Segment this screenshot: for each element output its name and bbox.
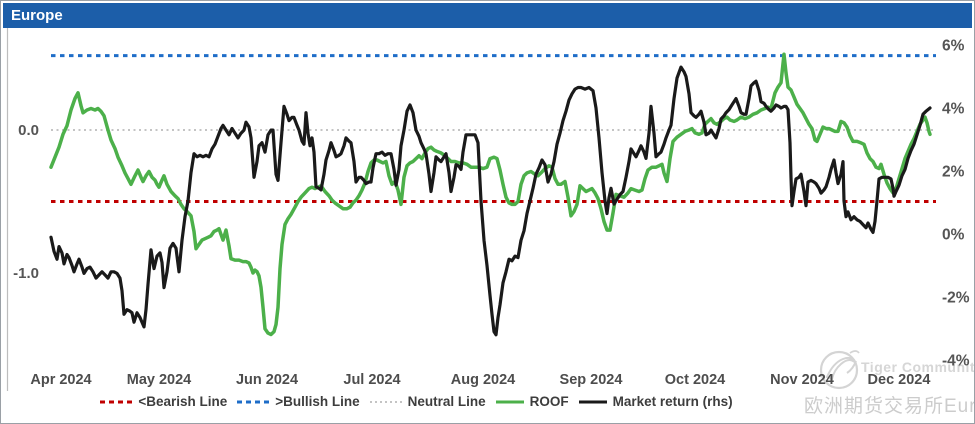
legend-item-bearish-line: <Bearish Line <box>99 394 227 409</box>
legend-line-sample <box>100 400 133 403</box>
x-axis-month-label: May 2024 <box>127 372 192 388</box>
x-axis-month-label: Jul 2024 <box>343 372 400 388</box>
legend-item-neutral-line: Neutral Line <box>369 394 486 409</box>
legend-line-sample <box>578 400 607 403</box>
legend-label: >Bullish Line <box>275 394 360 409</box>
right-axis-tick: 0% <box>942 227 965 244</box>
legend-line-sample <box>369 400 402 403</box>
legend-line-sample <box>495 400 524 403</box>
right-axis-tick: 2% <box>942 164 965 181</box>
x-axis-month-label: Dec 2024 <box>868 372 931 388</box>
x-axis-month-label: Jun 2024 <box>236 372 298 388</box>
left-axis-tick: 0.0 <box>18 122 39 139</box>
legend-label: Market return (rhs) <box>612 394 733 409</box>
left-axis-tick: -1.0 <box>13 265 39 282</box>
legend-item-bullish-line: >Bullish Line <box>236 394 360 409</box>
legend-label: Neutral Line <box>407 394 486 409</box>
x-axis-month-label: Sep 2024 <box>560 372 623 388</box>
right-axis-tick: -4% <box>942 353 970 370</box>
legend-line-sample <box>237 400 270 403</box>
x-axis-month-label: Apr 2024 <box>30 372 91 388</box>
watermark-eurex-text: 欧洲期货交易所Eurex <box>804 396 974 417</box>
series-market-return-rhs <box>49 65 932 337</box>
legend: <Bearish Line >Bullish Line Neutral Line RO… <box>1 394 831 409</box>
legend-item-roof: ROOF <box>495 394 569 409</box>
series-roof <box>49 52 932 337</box>
right-axis-tick: -2% <box>942 290 970 307</box>
chart-header: Europe <box>3 3 972 28</box>
right-axis-tick: 6% <box>942 38 965 55</box>
legend-label: <Bearish Line <box>138 394 228 409</box>
x-axis-month-label: Aug 2024 <box>451 372 515 388</box>
right-axis-tick: 4% <box>942 101 965 118</box>
chart-title: Europe <box>11 7 63 24</box>
watermark-community-text: Tiger Community <box>861 359 975 375</box>
legend-item-market-return-rhs: Market return (rhs) <box>578 394 733 409</box>
x-axis-month-label: Nov 2024 <box>770 372 834 388</box>
legend-label: ROOF <box>529 394 569 409</box>
x-axis-month-label: Oct 2024 <box>665 372 725 388</box>
